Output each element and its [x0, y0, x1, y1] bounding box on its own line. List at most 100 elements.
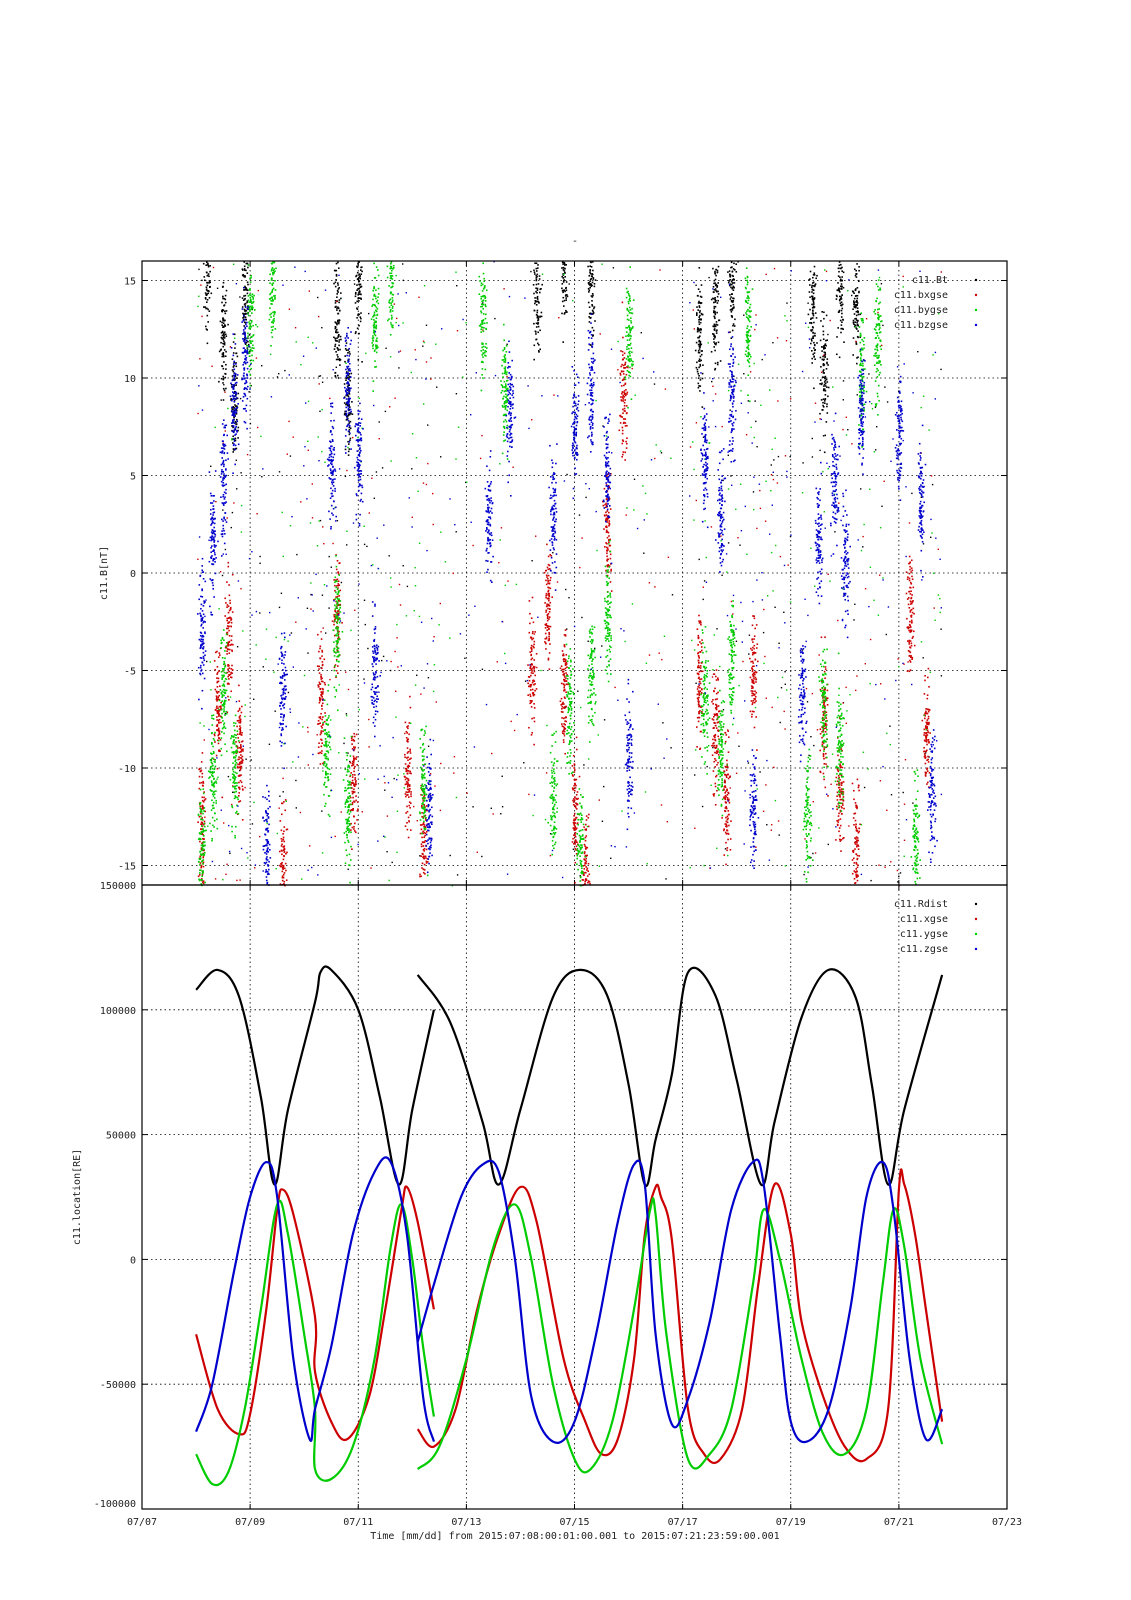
- data-point: [563, 706, 566, 708]
- data-point: [563, 262, 566, 265]
- data-point: [905, 592, 908, 595]
- data-point: [338, 339, 341, 341]
- data-point: [402, 279, 404, 282]
- data-point: [696, 368, 699, 371]
- data-point: [753, 710, 755, 713]
- data-point: [621, 456, 623, 458]
- data-point: [537, 315, 539, 318]
- data-point: [317, 296, 319, 299]
- data-point: [911, 656, 914, 659]
- data-point: [373, 497, 375, 499]
- data-point: [320, 678, 322, 680]
- data-point: [536, 297, 539, 299]
- data-point: [759, 507, 762, 510]
- data-point: [606, 519, 609, 521]
- data-point: [819, 733, 822, 735]
- data-point: [551, 596, 553, 598]
- data-point: [605, 525, 608, 527]
- data-point: [218, 710, 221, 712]
- data-point: [215, 651, 217, 654]
- data-point: [225, 713, 228, 715]
- data-point: [228, 635, 231, 637]
- data-point: [527, 664, 529, 666]
- data-point: [562, 291, 564, 294]
- data-point: [272, 315, 275, 317]
- data-point: [819, 418, 821, 420]
- data-point: [239, 718, 242, 721]
- data-point: [733, 375, 735, 377]
- data-point: [424, 840, 427, 842]
- data-point: [699, 363, 701, 366]
- data-point: [228, 670, 230, 673]
- data-point: [407, 778, 409, 780]
- data-point: [384, 782, 386, 784]
- data-point: [528, 726, 530, 729]
- data-point: [227, 622, 229, 624]
- data-point: [824, 377, 826, 380]
- data-point: [453, 756, 456, 758]
- data-point: [406, 810, 409, 813]
- data-point: [231, 805, 233, 807]
- data-point: [751, 665, 754, 668]
- data-point: [576, 791, 579, 793]
- data-point: [210, 759, 213, 762]
- data-point: [728, 824, 730, 827]
- data-point: [230, 398, 232, 400]
- data-point: [585, 860, 588, 863]
- data-point: [563, 684, 566, 687]
- data-point: [574, 834, 576, 837]
- data-point: [232, 448, 235, 450]
- data-point: [589, 269, 592, 272]
- data-point: [535, 313, 538, 316]
- data-point: [238, 716, 241, 718]
- data-point: [716, 764, 718, 766]
- data-point: [535, 688, 538, 690]
- data-point: [614, 686, 616, 689]
- data-point: [234, 756, 237, 759]
- data-point: [240, 757, 242, 759]
- data-point: [250, 308, 252, 311]
- data-point: [574, 839, 577, 841]
- data-point: [275, 267, 277, 270]
- data-point: [360, 312, 362, 314]
- data-point: [840, 263, 842, 266]
- data-point: [812, 332, 814, 334]
- data-point: [879, 574, 881, 576]
- data-point: [223, 349, 226, 351]
- data-point: [698, 693, 700, 695]
- data-point: [856, 807, 858, 810]
- data-point: [537, 342, 539, 345]
- data-point: [268, 743, 271, 745]
- data-point: [202, 870, 204, 872]
- data-point: [548, 637, 550, 640]
- data-point: [754, 400, 756, 402]
- data-point: [230, 619, 232, 621]
- data-point: [839, 840, 842, 842]
- data-point: [221, 695, 224, 697]
- data-point: [270, 312, 273, 315]
- data-point: [840, 766, 842, 769]
- data-point: [217, 677, 220, 680]
- data-point: [812, 285, 815, 287]
- data-point: [353, 826, 355, 828]
- data-point: [591, 296, 594, 298]
- data-point: [715, 330, 718, 332]
- data-point: [771, 706, 773, 709]
- data-point: [212, 266, 215, 269]
- data-point: [333, 599, 335, 601]
- data-point: [226, 711, 229, 714]
- data-point: [545, 574, 548, 577]
- data-point: [732, 307, 735, 309]
- data-point: [588, 321, 591, 323]
- data-point: [225, 647, 228, 649]
- data-point: [757, 660, 759, 663]
- data-point: [825, 699, 828, 701]
- data-point: [236, 796, 239, 799]
- data-point: [339, 348, 341, 351]
- data-point: [408, 765, 411, 767]
- data-point: [731, 315, 733, 318]
- data-point: [910, 629, 913, 632]
- data-point: [789, 456, 791, 458]
- data-point: [911, 492, 913, 495]
- data-point: [561, 261, 564, 264]
